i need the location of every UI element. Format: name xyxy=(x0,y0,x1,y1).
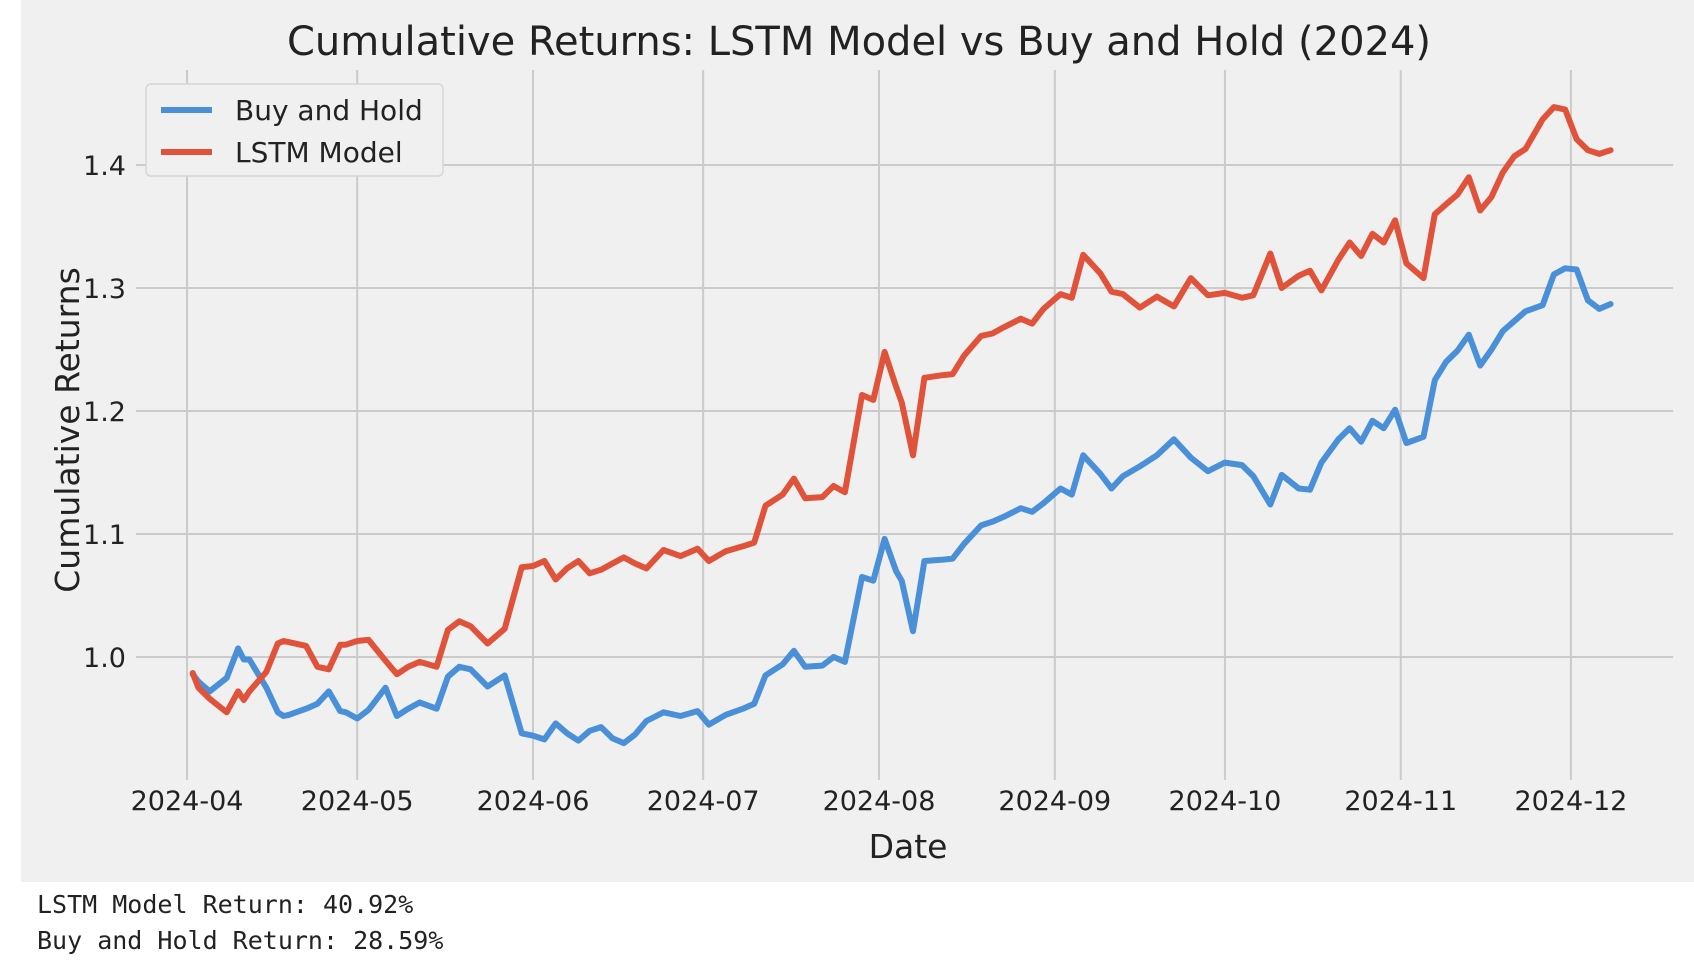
x-tick-label: 2024-11 xyxy=(1344,786,1457,817)
series-layer xyxy=(189,104,1614,747)
x-tick-label: 2024-06 xyxy=(477,786,590,817)
chart-title: Cumulative Returns: LSTM Model vs Buy an… xyxy=(287,19,1431,65)
series-line-lstm-model xyxy=(189,104,1614,716)
x-tick-label: 2024-05 xyxy=(301,786,414,817)
x-tick-label: 2024-04 xyxy=(131,786,244,817)
y-tick-label: 1.0 xyxy=(83,643,126,674)
x-tick-label: 2024-10 xyxy=(1169,786,1282,817)
legend: Buy and Hold LSTM Model xyxy=(145,83,444,177)
x-tick-label: 2024-08 xyxy=(823,786,936,817)
x-tick-label: 2024-09 xyxy=(998,786,1111,817)
output-line-lstm-return: LSTM Model Return: 40.92% xyxy=(37,890,414,919)
x-axis-ticks: 2024-04 2024-05 2024-06 2024-07 2024-08 2024-… xyxy=(131,786,1628,817)
y-axis-ticks: 1.0 1.1 1.2 1.3 1.4 xyxy=(83,151,126,674)
x-tick-label: 2024-07 xyxy=(647,786,760,817)
output-line-buy-hold-return: Buy and Hold Return: 28.59% xyxy=(37,926,444,955)
y-axis-label: Cumulative Returns xyxy=(48,267,87,593)
x-axis-label: Date xyxy=(869,827,948,866)
x-tick-label: 2024-12 xyxy=(1515,786,1628,817)
y-tick-label: 1.1 xyxy=(83,520,126,551)
chart-figure: Cumulative Returns: LSTM Model vs Buy an… xyxy=(21,0,1694,882)
y-tick-label: 1.3 xyxy=(83,274,126,305)
chart-svg: Cumulative Returns: LSTM Model vs Buy an… xyxy=(48,19,1673,866)
y-tick-label: 1.4 xyxy=(83,151,126,182)
legend-box xyxy=(145,83,444,177)
y-tick-label: 1.2 xyxy=(83,397,126,428)
series-line-buy-and-hold xyxy=(189,265,1614,747)
legend-label-buy-and-hold: Buy and Hold xyxy=(235,94,423,127)
legend-label-lstm-model: LSTM Model xyxy=(235,136,403,169)
